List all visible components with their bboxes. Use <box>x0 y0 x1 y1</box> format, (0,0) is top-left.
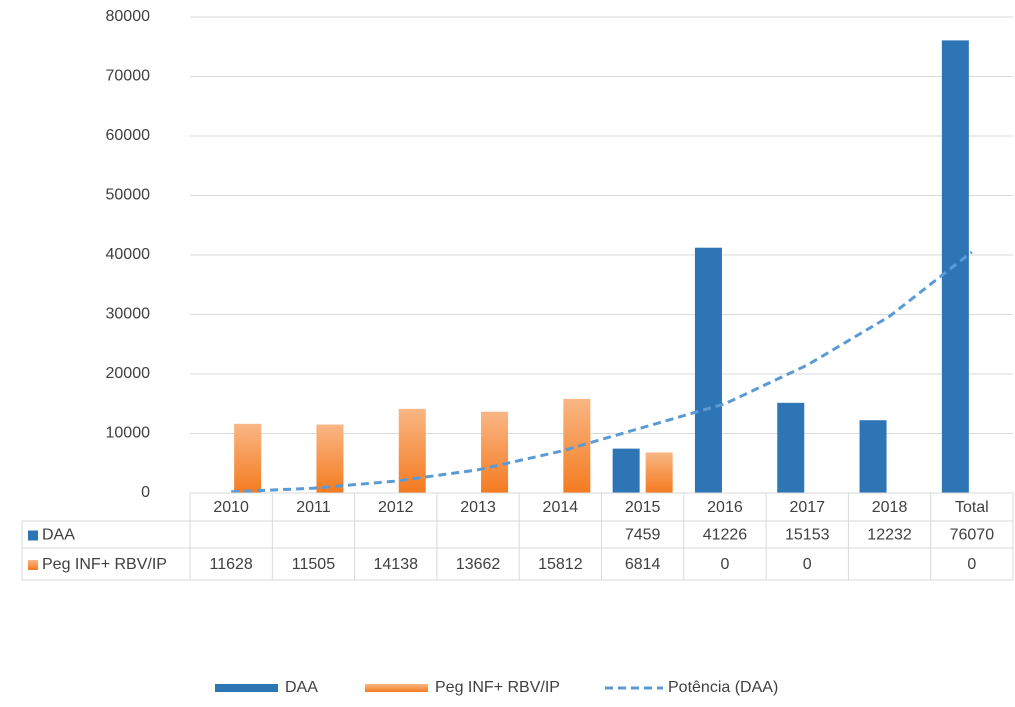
y-tick-label: 20000 <box>106 365 151 382</box>
table-cell: 12232 <box>867 527 912 544</box>
table-cell: 11628 <box>209 556 252 573</box>
legend-label: Peg INF+ RBV/IP <box>435 679 560 696</box>
y-tick-label: 80000 <box>106 8 151 25</box>
x-tick-label: 2012 <box>378 499 414 516</box>
y-tick-label: 60000 <box>106 127 151 144</box>
x-tick-label: 2017 <box>789 499 825 516</box>
table-cell: 11505 <box>292 556 335 573</box>
y-tick-label: 50000 <box>106 187 151 204</box>
table-cell: 0 <box>720 556 729 573</box>
x-tick-label: Total <box>955 499 989 516</box>
x-tick-label: 2013 <box>460 499 496 516</box>
bar <box>645 452 673 493</box>
x-tick-label: 2016 <box>707 499 743 516</box>
bar <box>316 424 344 493</box>
bar <box>859 420 887 493</box>
bar <box>612 448 640 493</box>
table-cell: 15153 <box>785 527 830 544</box>
x-tick-label: 2014 <box>543 499 579 516</box>
x-tick-label: 2018 <box>872 499 908 516</box>
table-row-label: Peg INF+ RBV/IP <box>42 556 167 573</box>
table-legend-key <box>28 530 38 541</box>
trend-line <box>231 250 973 494</box>
y-tick-label: 70000 <box>106 68 151 85</box>
table-row-label: DAA <box>42 527 75 544</box>
y-tick-label: 10000 <box>106 425 151 442</box>
legend-label: Potência (DAA) <box>668 679 778 696</box>
legend-key <box>365 684 428 692</box>
table-cell: 14138 <box>374 556 419 573</box>
table-cell: 0 <box>967 556 976 573</box>
x-tick-label: 2010 <box>213 499 249 516</box>
table-cell: 6814 <box>625 556 661 573</box>
legend-label: DAA <box>285 679 318 696</box>
y-tick-label: 30000 <box>106 306 151 323</box>
y-tick-label: 40000 <box>106 246 151 263</box>
bar <box>234 423 262 493</box>
bar <box>777 402 805 493</box>
x-tick-label: 2015 <box>625 499 661 516</box>
table-legend-key <box>28 560 38 570</box>
table-cell: 41226 <box>703 527 748 544</box>
legend-key <box>215 684 278 692</box>
bar <box>563 398 591 493</box>
table-cell: 7459 <box>625 527 661 544</box>
table-cell: 13662 <box>456 556 501 573</box>
x-tick-label: 2011 <box>296 499 331 516</box>
bar <box>694 247 722 493</box>
y-tick-label: 0 <box>141 484 150 501</box>
table-cell: 76070 <box>950 527 995 544</box>
table-cell: 15812 <box>538 556 583 573</box>
table-cell: 0 <box>803 556 812 573</box>
bar <box>481 411 509 493</box>
